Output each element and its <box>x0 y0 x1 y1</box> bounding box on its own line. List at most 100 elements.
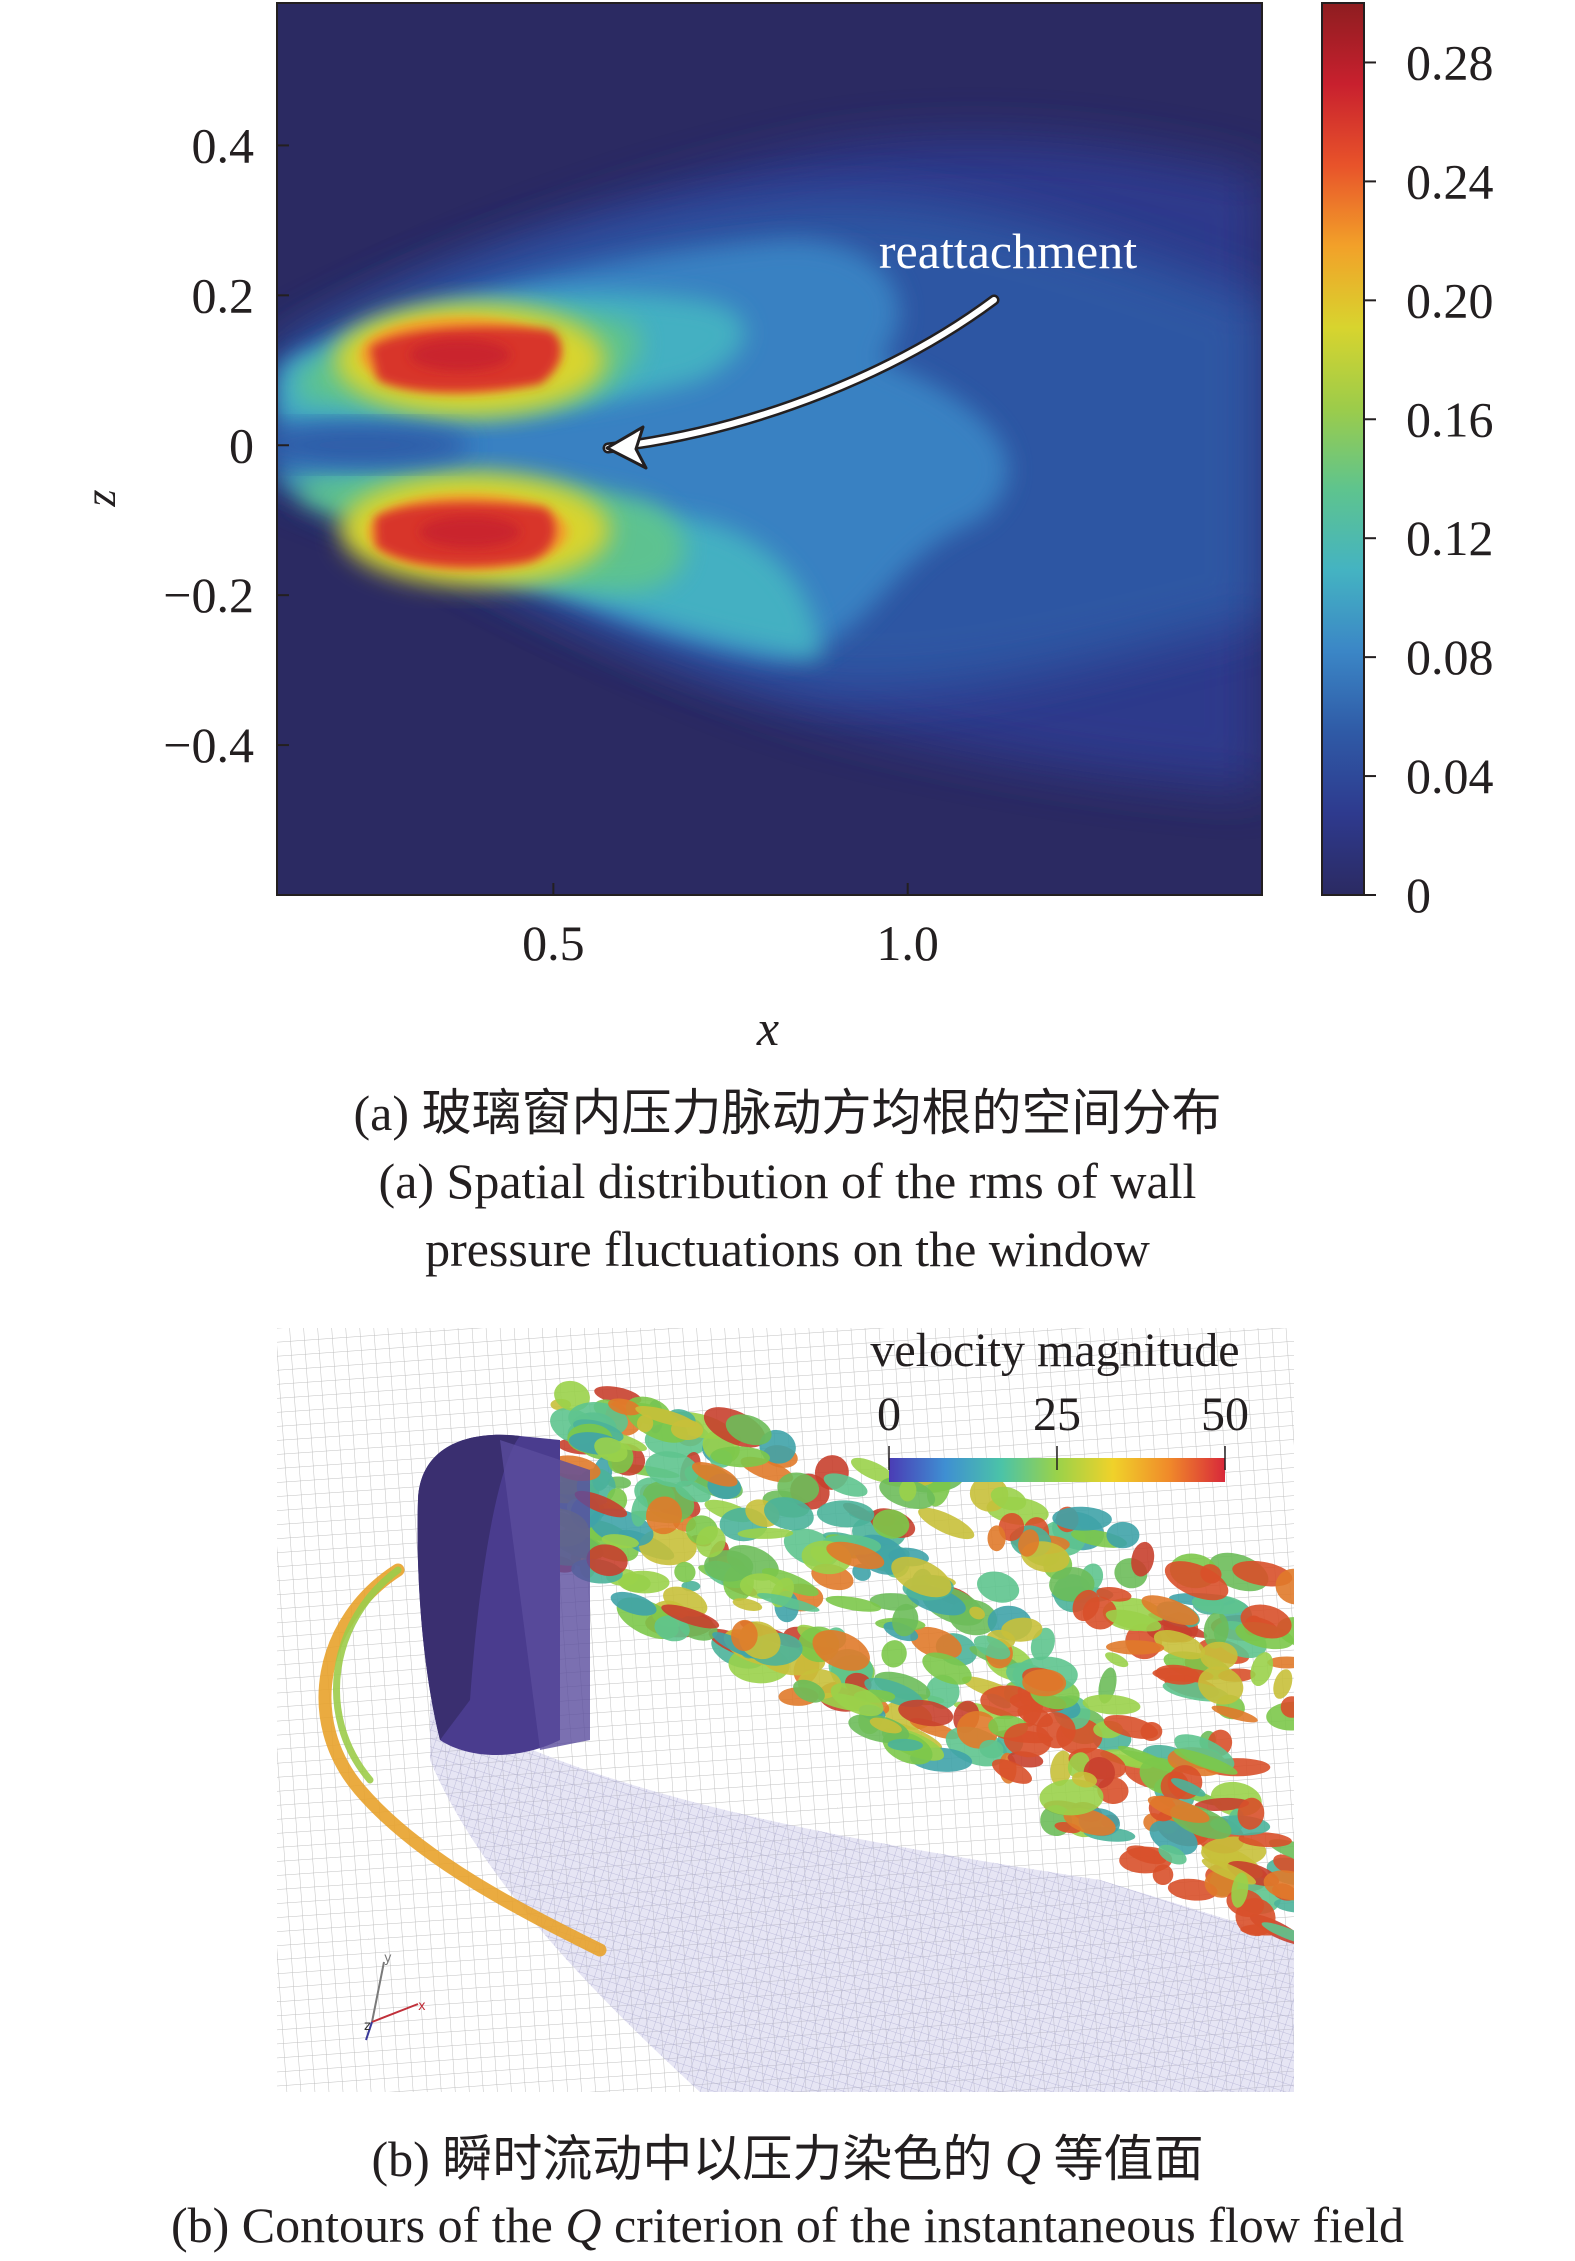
q-isosurface-blob <box>601 1534 639 1549</box>
q-isosurface-blob <box>1231 1872 1249 1908</box>
q-isosurface-blob <box>1022 1669 1067 1697</box>
q-isosurface-blob <box>899 1479 917 1502</box>
q-isosurface-blob <box>990 1486 1027 1511</box>
q-isosurface-blob <box>631 1495 649 1527</box>
q-isosurface-blob <box>869 1717 902 1734</box>
reattachment-arrow <box>605 297 997 451</box>
q-isosurface-blob <box>793 1679 825 1703</box>
colorbar-ticks: 0.28 0.24 0.20 0.16 0.12 0.08 0.04 0 <box>1364 34 1494 923</box>
q-isosurface-blob <box>1267 1656 1294 1669</box>
q-isosurface-blob <box>1240 1604 1292 1639</box>
x-axis-label: x <box>756 1000 779 1056</box>
q-isosurface-blob <box>636 1414 654 1433</box>
q-isosurface-blob <box>1170 1778 1206 1797</box>
caption-b-english: (b) Contours of the Q criterion of the i… <box>0 2192 1575 2258</box>
q-isosurface-blob <box>594 1437 628 1463</box>
q-isosurface-blob <box>704 1550 754 1582</box>
q-isosurface-blob <box>739 1573 784 1599</box>
flow-panel: y x z velocity magnitude 0 25 50 <box>277 1324 1294 2092</box>
z-tick-label: 0 <box>229 417 254 473</box>
q-isosurface-blob <box>1039 1779 1104 1816</box>
colorbar-tick-label: 0.20 <box>1406 272 1494 328</box>
q-isosurface-blob <box>1155 1664 1200 1685</box>
q-isosurface-blob <box>725 1414 772 1446</box>
q-isosurface-blob <box>1194 1797 1250 1811</box>
q-isosurface-blob <box>1082 1694 1141 1715</box>
q-isosurface-blob <box>1250 1652 1274 1687</box>
flow-render: y x z <box>277 1328 1294 2092</box>
q-isosurface-blob <box>1106 1521 1140 1549</box>
q-isosurface-blob <box>610 1591 657 1616</box>
q-isosurface-blob <box>1238 1832 1292 1848</box>
q-isosurface-blob <box>816 1500 875 1528</box>
q-isosurface-blob <box>1072 1589 1100 1622</box>
q-isosurface-blob <box>764 1497 814 1531</box>
reattachment-label: reattachment <box>879 223 1137 279</box>
q-isosurface-blob <box>987 1525 1006 1552</box>
z-tick-label: 0.2 <box>192 267 255 323</box>
q-isosurface-blob <box>918 1507 975 1540</box>
q-isosurface-blob <box>675 1480 711 1503</box>
reattachment-arrowhead <box>605 425 648 470</box>
q-isosurface-blob <box>973 1635 1011 1660</box>
q-isosurface-blob <box>1263 1870 1294 1901</box>
colorbar-tick-label: 0.12 <box>1406 510 1494 566</box>
q-isosurface-blob <box>812 1630 870 1671</box>
q-isosurface-blob <box>1280 1696 1294 1718</box>
q-isosurface-blob <box>922 1652 972 1685</box>
q-isosurface-blob <box>1018 1529 1040 1557</box>
z-axis-label: z <box>76 489 125 507</box>
caption-a-english-line1: (a) Spatial distribution of the rms of w… <box>378 1153 1197 1209</box>
q-isosurface-blob <box>1103 1714 1159 1739</box>
colorbar-tick-label: 0.16 <box>1406 391 1494 447</box>
q-isosurface-blob <box>1158 1844 1187 1865</box>
q-isosurface-blob <box>1164 1561 1229 1601</box>
z-tick-label: 0.4 <box>192 117 255 173</box>
q-isosurface-blob <box>910 1626 962 1660</box>
caption-a-chinese: (a) 玻璃窗内压力脉动方均根的空间分布 <box>353 1085 1222 1141</box>
heatmap-axes: 0.5 1.0 0.4 0.2 0 −0.2 −0.4 x z <box>76 117 939 1056</box>
q-isosurface-blob <box>892 1603 919 1637</box>
x-tick-label: 0.5 <box>522 915 585 971</box>
q-isosurface-blob <box>1237 1797 1265 1830</box>
q-isosurface-blob <box>1273 1854 1294 1874</box>
caption-b-chinese-q: Q <box>1004 2131 1041 2187</box>
axis-triad-y: y <box>384 1951 392 1966</box>
caption-b-chinese-suffix: 等值面 <box>1040 2131 1204 2187</box>
q-isosurface-blob <box>992 1759 1032 1784</box>
q-isosurface-blob <box>1105 1652 1129 1668</box>
colorbar-tick-label: 0.24 <box>1406 153 1494 209</box>
caption-b-english-prefix: (b) Contours of the <box>170 2197 566 2253</box>
q-isosurface-blob <box>646 1496 682 1535</box>
velocity-tick-label: 0 <box>877 1388 901 1441</box>
q-isosurface-blob <box>731 1619 758 1652</box>
q-isosurface-blob <box>654 1615 690 1642</box>
caption-a-english-line2: pressure fluctuations on the window <box>425 1221 1150 1277</box>
axis-triad-z: z <box>364 2019 371 2034</box>
q-isosurface-blob <box>1003 1722 1052 1758</box>
q-isosurface-blob <box>608 1398 642 1416</box>
q-isosurface-blob <box>864 1677 924 1708</box>
q-isosurface-blob <box>1072 1771 1097 1788</box>
q-isosurface-blob <box>737 1527 794 1539</box>
q-isosurface-blob <box>1052 1506 1112 1531</box>
q-isosurface-blob <box>872 1509 910 1539</box>
caption-b-english-q: Q <box>565 2197 602 2253</box>
velocity-colorbar-ticks: 0 25 50 <box>877 1388 1249 1470</box>
q-isosurface-blob <box>887 1738 923 1751</box>
q-isosurface-blob <box>1106 1640 1165 1655</box>
caption-b-chinese-prefix: (b) 瞬时流动中以压力染色的 <box>371 2131 1005 2187</box>
q-isosurfaces <box>531 1380 1294 1946</box>
axis-triad: y x z <box>364 1951 426 2041</box>
q-isosurface-blob <box>635 1405 696 1428</box>
q-isosurface-blob <box>1275 1568 1294 1605</box>
q-isosurface-blob <box>977 1571 1020 1603</box>
q-isosurface-blob <box>554 1380 590 1411</box>
colorbar-tick-label: 0.28 <box>1406 34 1494 90</box>
q-isosurface-blob <box>850 1457 895 1483</box>
q-isosurface-blob <box>1273 1897 1294 1913</box>
z-tick-label: −0.2 <box>163 567 254 623</box>
q-isosurface-blob <box>830 1683 884 1717</box>
z-tick-label: −0.4 <box>163 717 254 773</box>
